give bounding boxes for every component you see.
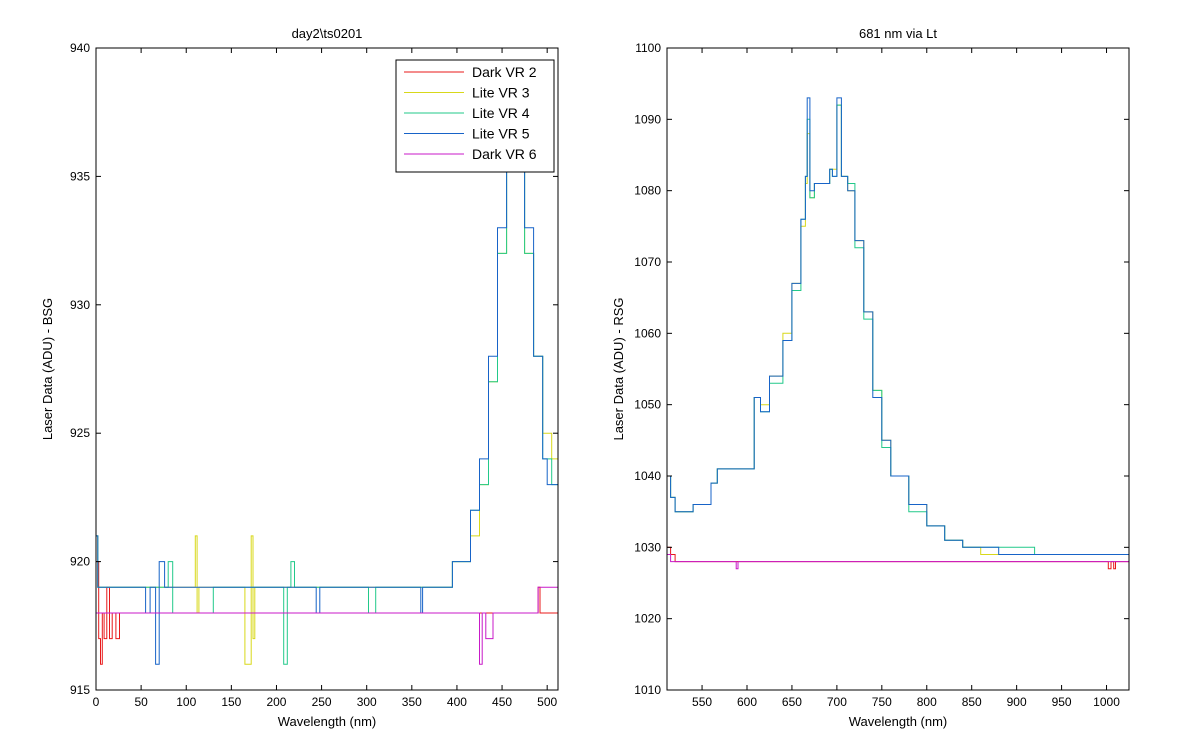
x-tick-label: 500: [537, 695, 557, 709]
x-tick-label: 450: [492, 695, 512, 709]
chart-panel-2: 550 600 650 700 750 800 850 900 950 1000 1010 1020 1…: [611, 26, 1130, 729]
y-tick-label: 1020: [634, 612, 661, 626]
y-tick-label: 1060: [634, 326, 661, 340]
x-tick-label: 600: [737, 695, 757, 709]
series-line-5: [96, 586, 558, 665]
x-tick-label: 750: [872, 695, 892, 709]
y-tick-label: 1030: [634, 540, 661, 554]
x-tick-label: 350: [402, 695, 422, 709]
y-tick-label: 1070: [634, 255, 661, 269]
x-tick-label: 700: [827, 695, 847, 709]
legend-label: Lite VR 3: [472, 85, 530, 101]
x-tick-label: 800: [917, 695, 937, 709]
x-tick-label: 300: [357, 695, 377, 709]
y-tick-label: 925: [70, 426, 90, 440]
plot-area: [667, 48, 1129, 690]
x-tick-label: 250: [312, 695, 332, 709]
x-tick-label: 0: [93, 695, 100, 709]
plot-panels: 0 50 100 150 200 250 300 350 400 450 500 915 920 925 9…: [40, 26, 1130, 729]
y-tick-label: 1050: [634, 398, 661, 412]
x-tick-label: 900: [1007, 695, 1027, 709]
x-tick-label: 850: [962, 695, 982, 709]
y-tick-label: 915: [70, 683, 90, 697]
y-tick-label: 1080: [634, 184, 661, 198]
x-tick-label: 950: [1052, 695, 1072, 709]
series-line-4: [667, 97, 1129, 562]
legend: Dark VR 2 Lite VR 3 Lite VR 4 Lite VR 5 Dark…: [395, 59, 555, 173]
legend-label: Lite VR 4: [472, 105, 530, 121]
x-tick-label: 50: [134, 695, 148, 709]
y-tick-label: 1090: [634, 112, 661, 126]
y-tick-label: 1010: [634, 683, 661, 697]
x-tick-label: 550: [692, 695, 712, 709]
axes-box: [666, 47, 1130, 691]
y-tick-label: 935: [70, 169, 90, 183]
x-tick-label: 200: [266, 695, 286, 709]
x-tick-label: 150: [221, 695, 241, 709]
x-tick-label: 100: [176, 695, 196, 709]
legend-box: [395, 59, 555, 173]
x-tick-label: 400: [447, 695, 467, 709]
y-axis-label: Laser Data (ADU) - BSG: [40, 298, 55, 440]
chart-title: day2\ts0201: [292, 26, 363, 41]
series-group: [96, 124, 558, 665]
chart-title: 681 nm via Lt: [859, 26, 937, 41]
x-tick-label: 650: [782, 695, 802, 709]
y-tick-label: 1040: [634, 469, 661, 483]
y-tick-label: 1100: [635, 41, 661, 55]
x-axis-label: Wavelength (nm): [849, 714, 948, 729]
series-line-5: [667, 554, 1129, 570]
y-axis-label: Laser Data (ADU) - RSG: [611, 297, 626, 440]
axes-box: [95, 47, 559, 691]
x-axis-label: Wavelength (nm): [278, 714, 377, 729]
chart-panel-1: 0 50 100 150 200 250 300 350 400 450 500 915 920 925 9…: [40, 26, 559, 729]
y-tick-label: 930: [70, 298, 90, 312]
y-tick-label: 940: [70, 41, 90, 55]
y-tick-label: 920: [70, 555, 90, 569]
legend-label: Lite VR 5: [472, 126, 530, 142]
series-group: [667, 97, 1129, 570]
legend-label: Dark VR 2: [472, 64, 537, 80]
series-line-4: [96, 124, 558, 665]
legend-label: Dark VR 6: [472, 146, 537, 162]
x-tick-label: 1000: [1093, 695, 1120, 709]
